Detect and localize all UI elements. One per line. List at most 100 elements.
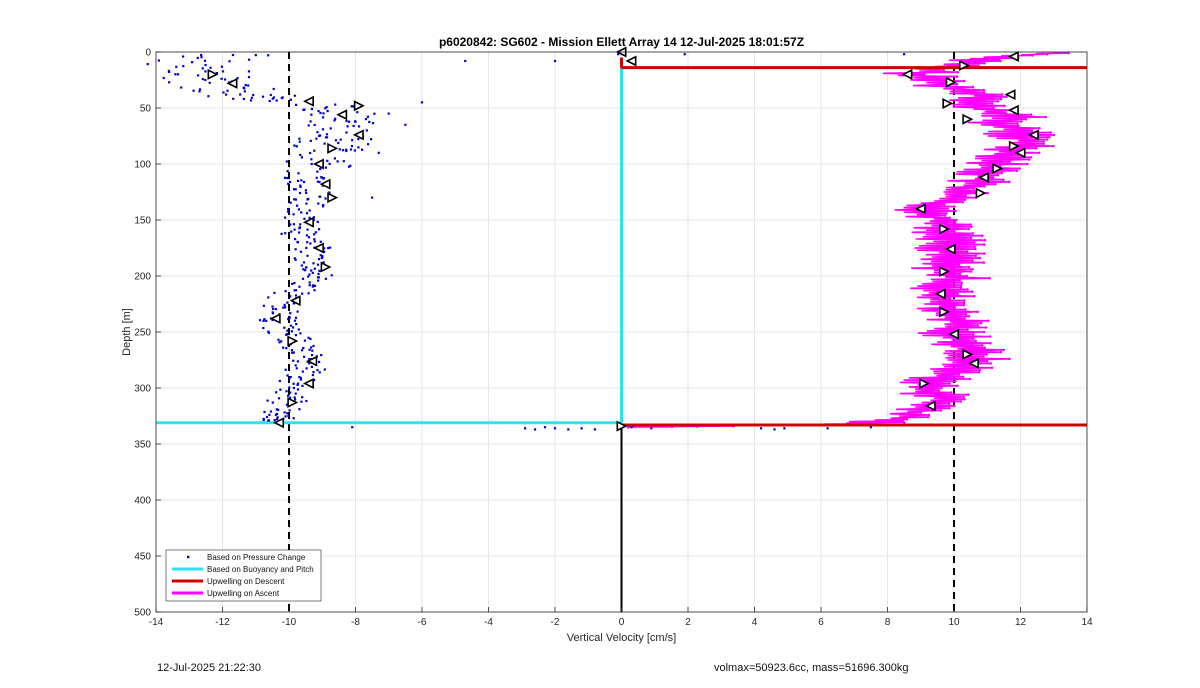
- ascent-point: [966, 328, 969, 332]
- pressure-change-point: [307, 292, 310, 295]
- ascent-point: [1045, 52, 1049, 56]
- y-tick-label: 450: [134, 552, 151, 563]
- pressure-change-point: [250, 96, 253, 99]
- ascent-point: [955, 82, 959, 86]
- pressure-change-point: [284, 216, 287, 219]
- ascent-point: [963, 397, 966, 401]
- pressure-change-point: [310, 158, 313, 161]
- triangle-marker: [962, 113, 974, 125]
- pressure-change-point: [319, 240, 322, 243]
- triangle-marker: [1004, 89, 1016, 101]
- pressure-change-point: [293, 289, 296, 292]
- pressure-change-point: [225, 93, 228, 96]
- pressure-change-point: [311, 373, 314, 377]
- ascent-point: [1008, 357, 1011, 361]
- pressure-change-point: [275, 408, 278, 411]
- ascent-point: [967, 265, 971, 269]
- pressure-change-point: [300, 179, 303, 182]
- axis-ticks: -14 -12 -10 -8 -6 -4 -2 0 2 4 6 8 10 12 14 0 50 100 150 200…: [134, 48, 1093, 629]
- pressure-change-point: [323, 142, 326, 145]
- pressure-change-point: [292, 382, 295, 385]
- ascent-point: [962, 303, 966, 307]
- pressure-change-point: [293, 319, 297, 322]
- pressure-change-point: [296, 360, 299, 363]
- pressure-change-point: [300, 211, 303, 214]
- pressure-change-point: [367, 143, 370, 146]
- ascent-point: [969, 236, 973, 240]
- pressure-change-point: [269, 410, 273, 413]
- pressure-change-point: [182, 55, 185, 58]
- pressure-change-point: [353, 149, 356, 152]
- pressure-change-point: [322, 204, 325, 207]
- pressure-change-point: [298, 227, 301, 230]
- pressure-change-point: [309, 242, 312, 245]
- pressure-change-point: [289, 391, 292, 394]
- pressure-change-point: [295, 103, 298, 106]
- ascent-point: [964, 308, 967, 311]
- ascent-point: [989, 362, 992, 365]
- ascent-point: [961, 200, 965, 204]
- ascent-point: [973, 245, 976, 249]
- pressure-change-point: [319, 111, 322, 114]
- pressure-change-point: [325, 106, 328, 109]
- pressure-change-point: [322, 112, 325, 115]
- pressure-change-point: [312, 262, 315, 265]
- pressure-change-point: [294, 238, 297, 241]
- ascent-point: [983, 61, 986, 65]
- pressure-change-point: [305, 234, 308, 237]
- x-tick-label: 14: [1081, 617, 1093, 628]
- pressure-change-point: [289, 295, 292, 298]
- pressure-change-point: [313, 289, 316, 292]
- ascent-point: [942, 68, 946, 72]
- pressure-change-point: [303, 355, 306, 358]
- pressure-change-point: [168, 81, 171, 84]
- pressure-change-point: [242, 97, 245, 100]
- pressure-change-point: [338, 148, 341, 151]
- pressure-change-point: [296, 310, 299, 313]
- pressure-change-point: [316, 369, 319, 372]
- ascent-point: [954, 209, 957, 213]
- ascent-point: [937, 388, 941, 392]
- pressure-change-point: [291, 282, 294, 285]
- pressure-change-point: [254, 54, 257, 57]
- pressure-change-point: [272, 96, 275, 99]
- pressure-change-point: [289, 312, 292, 315]
- ascent-point: [1004, 111, 1007, 114]
- pressure-change-point: [262, 418, 265, 422]
- ascent-point: [940, 386, 943, 390]
- pressure-change-point: [352, 124, 355, 127]
- ascent-point: [1037, 151, 1041, 155]
- pressure-change-point: [324, 107, 327, 110]
- legend-label: Upwelling on Descent: [207, 577, 285, 586]
- pressure-change-point: [298, 137, 301, 140]
- pressure-change-point: [298, 376, 301, 379]
- pressure-change-point: [277, 397, 281, 400]
- pressure-change-point: [288, 409, 291, 412]
- pressure-change-point: [320, 176, 323, 179]
- pressure-change-point: [222, 91, 225, 94]
- triangle-marker: [306, 355, 318, 367]
- pressure-change-point: [296, 382, 300, 385]
- pressure-change-point: [220, 77, 223, 80]
- pressure-change-point: [377, 151, 380, 154]
- triangle-marker: [289, 295, 301, 307]
- ascent-point: [926, 415, 930, 419]
- pressure-change-point: [293, 94, 296, 97]
- pressure-change-point: [319, 167, 322, 171]
- ascent-point: [982, 91, 986, 94]
- pressure-change-point: [311, 285, 314, 288]
- pressure-change-point: [294, 316, 298, 319]
- pressure-change-point: [350, 144, 354, 148]
- pressure-change-point: [630, 426, 633, 429]
- pressure-change-point: [295, 323, 298, 326]
- pressure-change-point: [316, 180, 319, 183]
- ascent-point: [953, 404, 956, 408]
- y-tick-label: 250: [134, 328, 151, 339]
- pressure-change-point: [302, 268, 305, 271]
- pressure-change-point: [268, 99, 271, 103]
- pressure-change-point: [293, 144, 296, 147]
- pressure-change-point: [286, 170, 289, 173]
- ascent-point: [955, 75, 959, 78]
- ascent-point: [958, 279, 961, 282]
- pressure-change-point: [364, 118, 368, 121]
